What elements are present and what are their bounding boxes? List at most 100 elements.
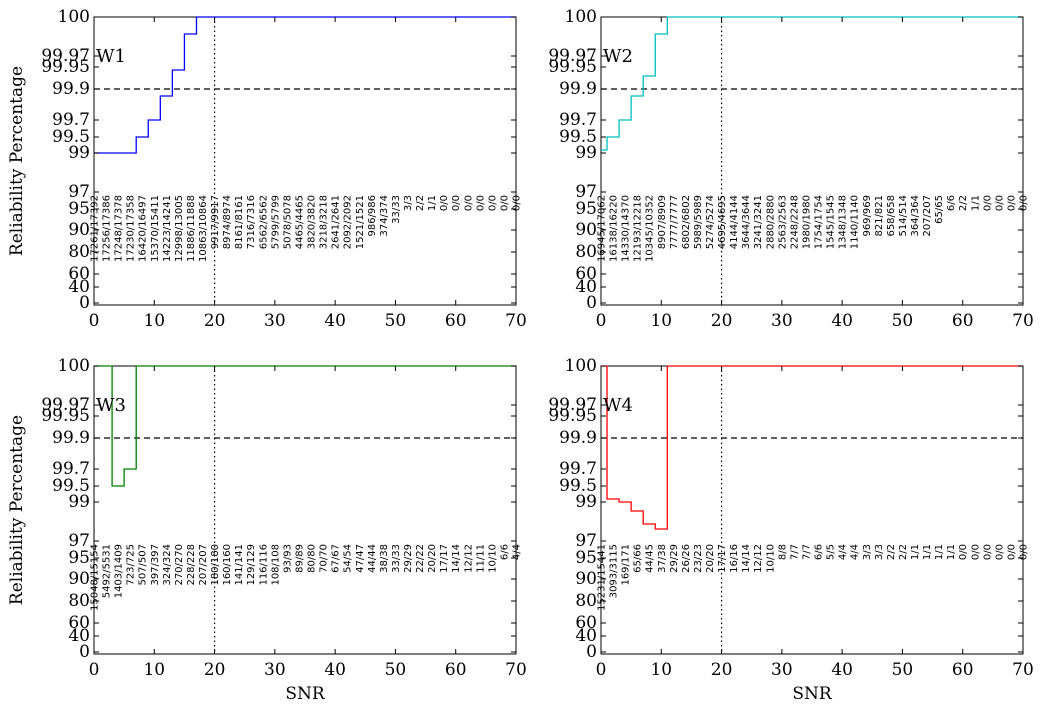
x-tick-label: 0 xyxy=(89,311,100,331)
y-tick-label: 97 xyxy=(575,531,597,551)
count-label: 2092/2092 xyxy=(343,195,354,249)
count-label: 11/11 xyxy=(475,544,486,573)
series-line xyxy=(94,365,516,487)
axes-frame xyxy=(600,365,1024,655)
panel-label: W3 xyxy=(96,395,126,416)
count-label: 1/1 xyxy=(922,544,933,560)
y-tick-label: 0 xyxy=(79,293,90,313)
y-tick-label: 99.95 xyxy=(548,57,597,77)
series-line xyxy=(601,16,1023,151)
y-tick-label: 90 xyxy=(575,220,597,240)
count-label: 1545/1545 xyxy=(826,195,837,249)
x-tick-label: 40 xyxy=(831,660,853,680)
count-label: 8/8 xyxy=(777,544,788,560)
count-label: 207/207 xyxy=(922,195,933,237)
y-tick-label: 99.5 xyxy=(559,127,597,147)
count-label: 5/5 xyxy=(826,544,837,560)
y-tick-label: 60 xyxy=(68,264,90,284)
panel-label: W4 xyxy=(603,395,633,416)
count-label: 44/45 xyxy=(645,544,656,573)
y-tick-label: 60 xyxy=(575,613,597,633)
count-label: 0/0 xyxy=(1019,544,1030,560)
y-tick-label: 99.5 xyxy=(559,476,597,496)
count-label: 3/3 xyxy=(874,544,885,560)
x-tick-label: 30 xyxy=(264,311,286,331)
count-label: 180/180 xyxy=(210,544,221,586)
count-label: 2/2 xyxy=(958,195,969,211)
count-label: 116/116 xyxy=(258,544,269,586)
count-label: 108/108 xyxy=(270,544,281,586)
y-tick-label: 99.7 xyxy=(559,459,597,479)
count-label: 3820/3820 xyxy=(307,195,318,249)
y-tick-label: 99.97 xyxy=(41,395,90,415)
count-label: 0/0 xyxy=(1006,544,1017,560)
x-axis-title: SNR xyxy=(792,684,833,704)
panel-label: W2 xyxy=(603,46,633,67)
count-label: 658/658 xyxy=(886,195,897,237)
count-label: 207/207 xyxy=(198,544,209,586)
y-tick-label: 97 xyxy=(575,182,597,202)
count-label: 16420/16497 xyxy=(138,195,149,262)
y-tick-label: 0 xyxy=(79,642,90,662)
y-tick-label: 100 xyxy=(58,7,90,27)
y-tick-label: 99.97 xyxy=(548,46,597,66)
count-label: 65/66 xyxy=(633,544,644,573)
count-label: 507/507 xyxy=(138,544,149,586)
count-label: 7/7 xyxy=(789,544,800,560)
y-tick-label: 99.9 xyxy=(559,79,597,99)
x-tick-label: 60 xyxy=(952,311,974,331)
y-tick-label: 40 xyxy=(575,626,597,646)
x-tick-label: 70 xyxy=(505,660,527,680)
y-tick-label: 99.5 xyxy=(52,476,90,496)
count-label: 44/44 xyxy=(367,544,378,573)
y-tick-label: 99.9 xyxy=(52,79,90,99)
count-label: 1521/1521 xyxy=(355,195,366,249)
y-tick-label: 80 xyxy=(575,591,597,611)
count-label: 1/1 xyxy=(427,195,438,211)
count-label: 7/7 xyxy=(801,544,812,560)
count-label: 7316/7316 xyxy=(246,195,257,249)
y-tick-label: 100 xyxy=(565,356,597,376)
count-label: 969/969 xyxy=(862,195,873,237)
count-label: 5492/5531 xyxy=(102,544,113,598)
count-label: 324/324 xyxy=(162,544,173,586)
count-label: 0/0 xyxy=(958,544,969,560)
panel-w4: 0 10 20 30 40 50 60 7004060809095979999.599.799… xyxy=(548,356,1033,704)
x-tick-label: 30 xyxy=(264,660,286,680)
count-label: 0/0 xyxy=(487,195,498,211)
count-label: 397/397 xyxy=(150,544,161,586)
count-label: 1/1 xyxy=(934,544,945,560)
count-label: 3218/3218 xyxy=(319,195,330,249)
x-tick-label: 50 xyxy=(892,311,914,331)
x-tick-label: 50 xyxy=(385,311,407,331)
y-tick-label: 40 xyxy=(68,277,90,297)
count-label: 12998/13005 xyxy=(174,195,185,262)
count-label: 0/0 xyxy=(499,195,510,211)
count-label: 70/70 xyxy=(319,544,330,573)
x-tick-label: 10 xyxy=(650,660,672,680)
count-label: 4/4 xyxy=(838,544,849,560)
count-label: 9917/9917 xyxy=(210,195,221,249)
count-label: 17/17 xyxy=(439,544,450,573)
count-label: 8161/8161 xyxy=(234,195,245,249)
count-label: 80/80 xyxy=(307,544,318,573)
count-label: 12193/12218 xyxy=(633,195,644,262)
y-tick-label: 60 xyxy=(575,264,597,284)
count-label: 270/270 xyxy=(174,544,185,586)
count-label: 15370/15411 xyxy=(150,195,161,262)
count-label: 2/2 xyxy=(898,544,909,560)
axes-frame xyxy=(93,365,517,655)
y-tick-label: 95 xyxy=(68,199,90,219)
panel-w2: 0 10 20 30 40 50 60 7004060809095979999.599.799… xyxy=(548,7,1033,331)
count-label: 0/0 xyxy=(982,195,993,211)
series-line xyxy=(601,365,1023,530)
x-axis-title: SNR xyxy=(285,684,326,704)
y-tick-label: 80 xyxy=(575,242,597,262)
y-tick-label: 95 xyxy=(575,548,597,568)
x-tick-label: 30 xyxy=(771,311,793,331)
y-tick-label: 90 xyxy=(575,569,597,589)
count-label: 3/3 xyxy=(403,195,414,211)
y-tick-label: 90 xyxy=(68,569,90,589)
y-tick-label: 99.7 xyxy=(52,110,90,130)
